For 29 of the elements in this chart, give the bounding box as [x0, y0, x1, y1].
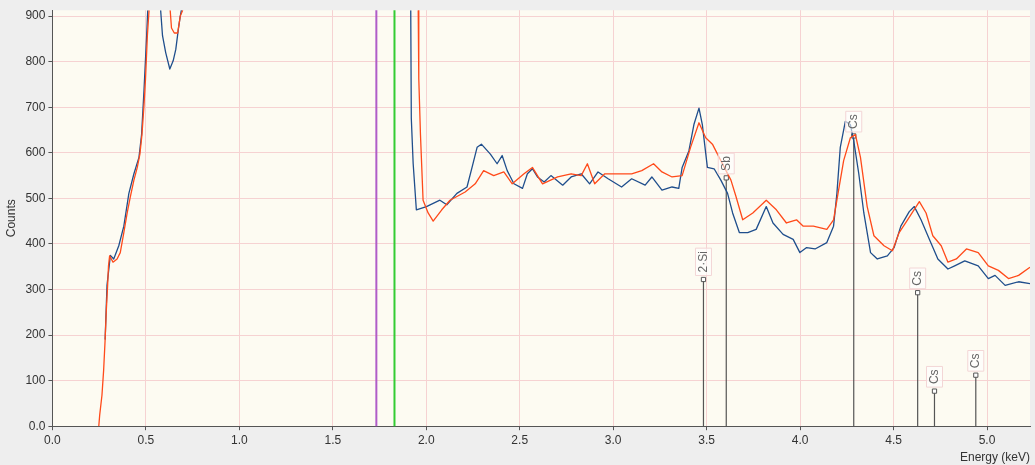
- y-tick-label: 500: [25, 190, 46, 205]
- y-tick-label: 200: [25, 327, 46, 342]
- y-tick-label: 900: [25, 8, 46, 23]
- annotation: Cs: [968, 353, 983, 369]
- x-tick-label: 4.5: [885, 432, 903, 447]
- x-tick-label: 5.0: [978, 432, 996, 447]
- y-tick-label: 600: [25, 145, 46, 160]
- annotation: Cs: [846, 114, 861, 129]
- x-tick-label: 3.5: [698, 432, 716, 447]
- x-tick-label: 4.0: [791, 432, 809, 447]
- x-tick-label: 3.0: [604, 432, 622, 447]
- x-axis-title: Energy (keV): [959, 450, 1030, 465]
- y-tick-label: 300: [25, 281, 46, 296]
- annotation: Sb: [718, 155, 733, 171]
- x-tick-label: 1.5: [324, 432, 342, 447]
- annotation: Cs: [909, 271, 924, 286]
- x-tick-label: 2.5: [511, 432, 529, 447]
- y-tick-label: 100: [25, 372, 46, 387]
- x-tick-label: 2.0: [417, 432, 435, 447]
- x-tick-label: 1.0: [231, 432, 248, 447]
- x-tick-label: 0.5: [137, 432, 155, 447]
- y-tick-label: 400: [25, 236, 46, 251]
- annotation: Cs: [926, 369, 941, 385]
- x-tick-label: 0.0: [44, 432, 62, 447]
- y-tick-label: 800: [25, 54, 46, 68]
- y-tick-label: 700: [25, 99, 46, 114]
- y-axis-title: Counts: [3, 199, 18, 238]
- y-tick-label: 0.0: [28, 418, 46, 433]
- annotation: 2·Si: [695, 251, 710, 273]
